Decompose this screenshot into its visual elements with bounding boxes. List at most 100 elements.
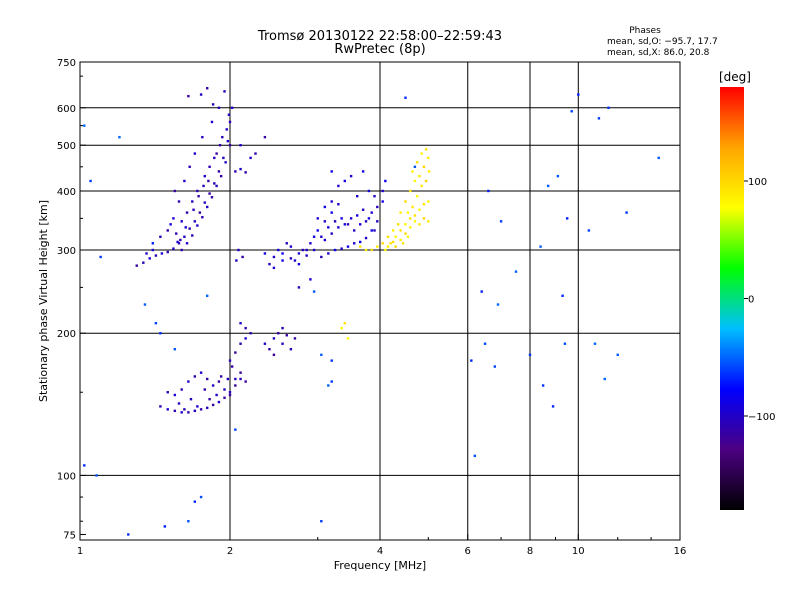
echo-point — [199, 495, 203, 499]
echo-point — [219, 375, 223, 378]
echo-point — [391, 240, 395, 244]
echo-point — [376, 220, 379, 223]
echo-point — [340, 247, 343, 250]
echo-point — [272, 266, 276, 270]
echo-point — [297, 262, 301, 266]
x-tick-label: 2 — [227, 546, 233, 557]
echo-point — [305, 248, 308, 252]
echo-point — [330, 170, 333, 173]
echo-point — [237, 248, 240, 252]
y-axis-label: Stationary phase Virtual Height [km] — [37, 200, 50, 402]
echo-point — [208, 397, 211, 401]
echo-point — [172, 247, 175, 250]
echo-point — [343, 321, 347, 325]
echo-point — [297, 252, 301, 255]
echo-point — [327, 252, 330, 255]
echo-point — [244, 326, 247, 330]
echo-point — [83, 464, 86, 467]
echo-point — [327, 226, 330, 229]
echo-point — [340, 326, 343, 330]
echo-point — [409, 226, 412, 229]
echo-point — [361, 208, 365, 211]
echo-point — [185, 242, 189, 245]
grid-lines — [80, 62, 680, 540]
echo-point — [180, 220, 183, 223]
echo-point — [203, 174, 206, 178]
colorbar: 100 0 −100 — [720, 87, 775, 510]
echo-point — [312, 248, 316, 252]
echo-point — [337, 203, 340, 206]
echo-point — [603, 377, 606, 381]
echo-point — [404, 200, 407, 203]
echo-point — [597, 117, 601, 120]
echo-point — [234, 170, 237, 173]
y-tick-label: 100 — [57, 471, 76, 482]
echo-point — [415, 161, 419, 164]
echo-point — [312, 235, 316, 238]
echo-point — [657, 156, 660, 160]
echo-point — [215, 184, 218, 188]
echo-point — [180, 388, 183, 391]
echo-point — [173, 393, 177, 397]
echo-point — [391, 229, 395, 232]
echo-point — [289, 257, 293, 260]
echo-point — [235, 259, 238, 262]
echo-point — [244, 380, 247, 383]
y-tick-label: 200 — [57, 329, 76, 340]
echo-point — [577, 93, 580, 96]
echo-point — [176, 240, 179, 244]
echo-point — [154, 321, 158, 325]
echo-point — [330, 211, 333, 214]
echo-point — [386, 245, 390, 248]
echo-point — [514, 270, 518, 273]
echo-point — [145, 252, 148, 255]
echo-point — [587, 229, 591, 232]
echo-point — [413, 214, 417, 217]
echo-point — [228, 143, 232, 147]
echo-point — [330, 232, 333, 235]
echo-point — [193, 220, 197, 223]
echo-point — [409, 217, 412, 220]
echo-point — [183, 179, 186, 183]
echo-point — [376, 245, 379, 248]
echo-point — [221, 135, 224, 139]
echo-point — [268, 262, 271, 266]
echo-point — [358, 245, 362, 248]
echo-point — [159, 235, 162, 238]
echo-point — [330, 359, 333, 362]
echo-point — [370, 229, 373, 232]
stats-o-line: mean, sd,O: −95.7, 17.7 — [607, 37, 718, 47]
y-tick-label: 75 — [63, 530, 76, 541]
echo-point — [211, 103, 215, 106]
echo-point — [173, 189, 177, 193]
echo-point — [316, 217, 319, 220]
echo-point — [215, 152, 218, 155]
echo-point — [483, 342, 487, 345]
echo-point — [381, 200, 384, 203]
echo-point — [349, 174, 353, 178]
echo-point — [404, 223, 407, 226]
echo-point — [234, 384, 237, 387]
echo-point — [228, 393, 232, 397]
echo-point — [199, 408, 203, 411]
echo-point — [223, 388, 226, 391]
echo-point — [226, 377, 230, 381]
echo-point — [187, 520, 190, 523]
echo-point — [565, 217, 569, 220]
echo-point — [422, 217, 426, 220]
echo-point — [358, 223, 362, 226]
echo-point — [151, 248, 155, 252]
echo-point — [337, 184, 340, 188]
echo-point — [411, 170, 414, 173]
echo-point — [327, 384, 330, 387]
echo-point — [205, 406, 209, 410]
echo-point — [384, 179, 387, 183]
echo-point — [228, 120, 232, 124]
echo-point — [95, 474, 98, 477]
echo-point — [234, 351, 237, 354]
echo-point — [183, 235, 186, 238]
echo-point — [222, 156, 225, 160]
echo-point — [227, 113, 231, 116]
echo-point — [323, 220, 327, 223]
